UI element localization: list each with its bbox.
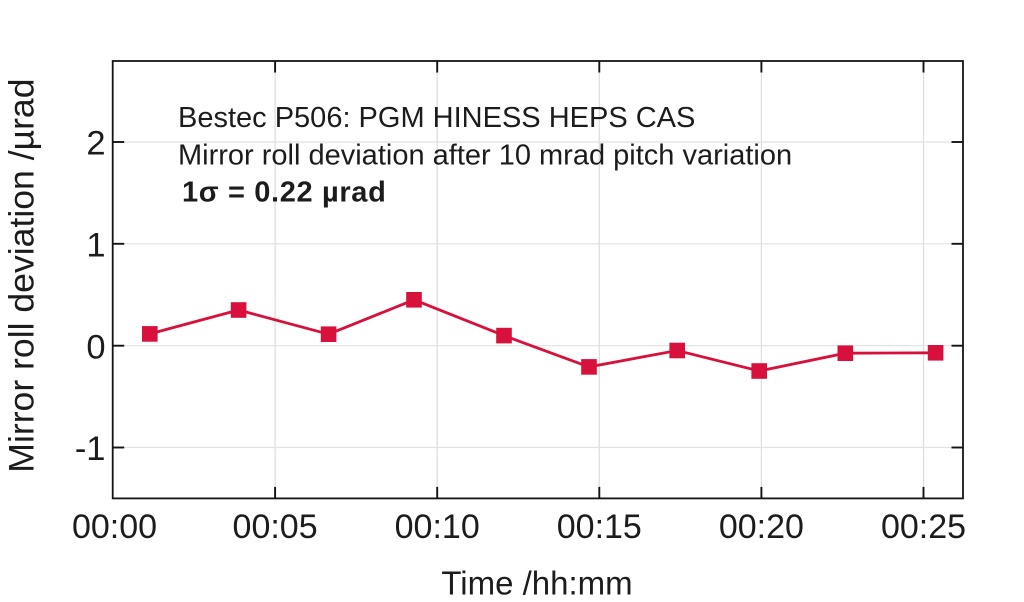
- svg-text:0: 0: [86, 328, 105, 366]
- svg-text:00:00: 00:00: [72, 508, 157, 546]
- svg-text:00:25: 00:25: [881, 508, 966, 546]
- svg-text:Time /hh:mm: Time /hh:mm: [441, 565, 632, 602]
- svg-text:1σ = 0.22 µrad: 1σ = 0.22 µrad: [182, 176, 386, 208]
- svg-text:00:15: 00:15: [557, 508, 642, 546]
- svg-text:Mirror roll deviation after 10: Mirror roll deviation after 10 mrad pitc…: [178, 139, 792, 171]
- svg-text:00:05: 00:05: [233, 508, 318, 546]
- svg-text:00:10: 00:10: [395, 508, 480, 546]
- svg-text:1: 1: [86, 226, 105, 264]
- svg-text:Mirror roll deviation /µrad: Mirror roll deviation /µrad: [2, 78, 42, 472]
- svg-text:00:20: 00:20: [719, 508, 804, 546]
- svg-text:-1: -1: [75, 430, 106, 468]
- svg-text:2: 2: [86, 125, 105, 163]
- svg-text:Bestec P506: PGM HINESS HEPS C: Bestec P506: PGM HINESS HEPS CAS: [178, 102, 695, 134]
